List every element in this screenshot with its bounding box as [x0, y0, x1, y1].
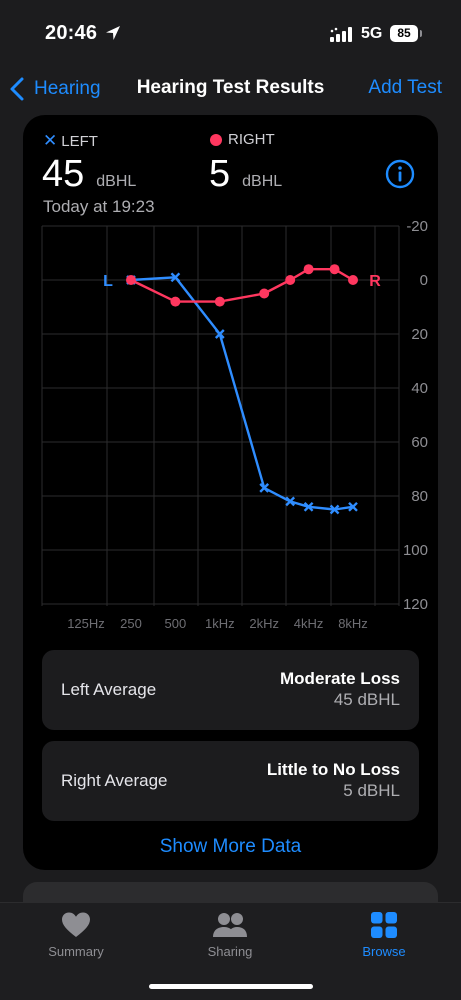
- back-label: Hearing: [34, 78, 101, 99]
- right-data-point: [303, 264, 314, 275]
- left-value-unit: dBHL: [96, 173, 137, 190]
- x-tick-label: 8kHz: [338, 616, 368, 631]
- right-data-point: [329, 264, 340, 275]
- y-tick-label: 40: [411, 380, 428, 397]
- x-tick-label: 4kHz: [294, 616, 324, 631]
- right-legend: RIGHT: [210, 131, 275, 148]
- y-tick-label: 120: [403, 596, 428, 613]
- right-data-point: [285, 275, 296, 285]
- right-data-point: [348, 275, 358, 285]
- x-tick-label: 500: [165, 616, 187, 631]
- tab-browse[interactable]: Browse: [329, 911, 439, 959]
- cellular-signal-icon: [330, 27, 352, 42]
- tab-sharing[interactable]: Sharing: [175, 911, 285, 959]
- right-average-category: Little to No Loss: [266, 760, 400, 779]
- left-data-point: [285, 496, 296, 507]
- right-data-point: [259, 288, 270, 299]
- left-average-db: 45 dBHL: [333, 690, 400, 709]
- tab-summary[interactable]: Summary: [21, 911, 131, 959]
- results-card: ✕ LEFT RIGHT 45 dBHL 5 dBHL Today at 19:…: [23, 115, 438, 870]
- home-indicator: [149, 984, 313, 989]
- left-data-point: [214, 329, 225, 339]
- right-average-row: Right Average Little to No Loss 5 dBHL: [42, 741, 419, 821]
- y-tick-label: 20: [411, 326, 428, 343]
- left-data-point: [170, 272, 181, 283]
- x-tick-label: 1kHz: [205, 616, 235, 631]
- left-series-line: [130, 276, 354, 511]
- test-timestamp: Today at 19:23: [43, 197, 155, 216]
- right-data-point: [214, 296, 225, 307]
- back-button[interactable]: Hearing: [8, 74, 101, 104]
- battery-icon: 85: [390, 25, 418, 42]
- tab-bar: Summary Sharing Browse: [0, 902, 461, 1000]
- chevron-left-icon: [10, 77, 24, 101]
- show-more-data-button[interactable]: Show More Data: [159, 836, 302, 857]
- grid-icon: [371, 912, 397, 938]
- y-tick-label: 100: [403, 542, 428, 559]
- dot-marker-icon: [210, 133, 222, 146]
- right-average-label: Right Average: [61, 771, 168, 790]
- left-data-point: [329, 504, 340, 515]
- y-tick-label: 0: [420, 272, 428, 289]
- x-tick-label: 2kHz: [249, 616, 279, 631]
- network-type: 5G: [361, 25, 383, 42]
- left-legend: ✕ LEFT: [43, 131, 98, 151]
- left-data-point: [348, 501, 358, 512]
- left-average-category: Moderate Loss: [280, 669, 400, 688]
- battery-nub: [420, 30, 422, 37]
- y-tick-label: 60: [411, 434, 428, 451]
- people-icon: [213, 913, 247, 937]
- left-data-point: [259, 483, 270, 493]
- right-data-point: [170, 296, 181, 307]
- right-data-point: [126, 275, 136, 285]
- left-average-value: Moderate Loss 45 dBHL: [280, 669, 400, 711]
- audiogram-chart: -20 0 20 40 60 80 100 120 125Hz 250 500 1kHz 2kHz 4kH…: [41, 218, 428, 631]
- add-test-button[interactable]: Add Test: [368, 77, 442, 98]
- y-tick-label: 80: [411, 488, 428, 505]
- right-value: 5 dBHL: [209, 153, 282, 196]
- heart-icon: [62, 912, 90, 937]
- right-value-unit: dBHL: [242, 173, 283, 190]
- left-average-row: Left Average Moderate Loss 45 dBHL: [42, 650, 419, 730]
- tab-sharing-label: Sharing: [207, 944, 253, 959]
- status-time: 20:46: [45, 22, 98, 44]
- x-marker-icon: ✕: [43, 131, 58, 150]
- status-bar: 20:46 5G 85: [0, 0, 461, 66]
- x-tick-label: 250: [120, 616, 142, 631]
- left-data-point: [303, 501, 314, 512]
- left-legend-label: LEFT: [61, 132, 98, 150]
- left-average-label: Left Average: [61, 680, 157, 699]
- left-value: 45 dBHL: [42, 153, 136, 196]
- info-icon[interactable]: [385, 159, 415, 189]
- page-title: Hearing Test Results: [136, 77, 325, 98]
- tab-summary-label: Summary: [48, 944, 104, 959]
- right-average-value: Little to No Loss 5 dBHL: [267, 760, 400, 802]
- left-value-number: 45: [42, 153, 85, 195]
- right-value-number: 5: [209, 153, 231, 195]
- left-ear-marker: L: [103, 273, 113, 290]
- right-ear-marker: R: [369, 273, 381, 290]
- right-average-db: 5 dBHL: [343, 781, 400, 800]
- tab-browse-label: Browse: [362, 944, 406, 959]
- right-legend-label: RIGHT: [228, 131, 275, 148]
- location-arrow-icon: [106, 26, 120, 40]
- y-tick-label: -20: [406, 218, 428, 235]
- x-tick-label: 125Hz: [67, 616, 105, 631]
